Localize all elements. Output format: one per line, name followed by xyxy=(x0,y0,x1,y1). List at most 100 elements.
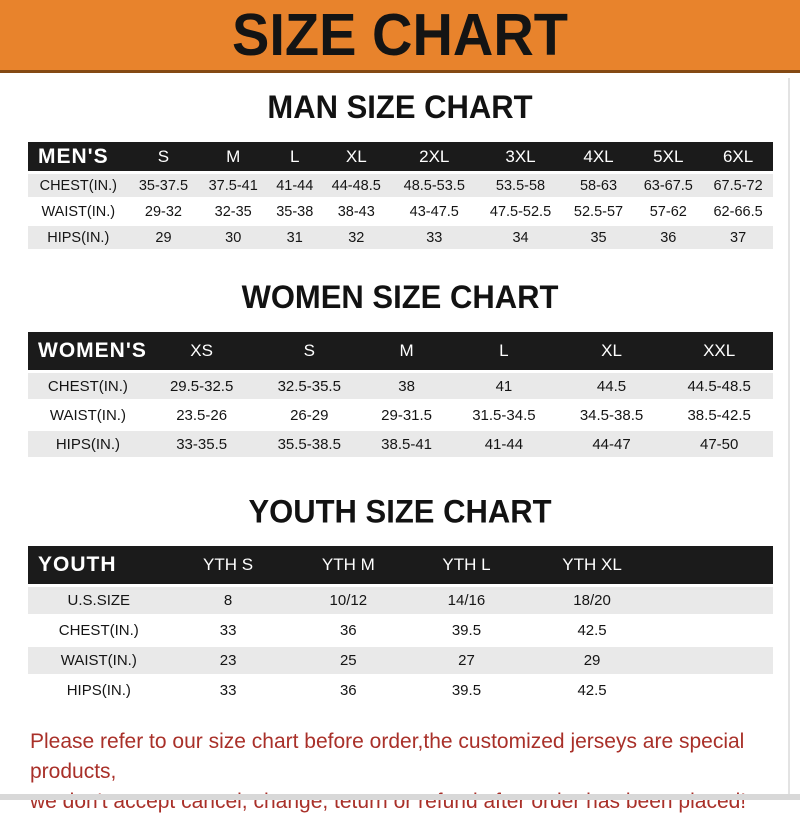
banner-title: SIZE CHART xyxy=(232,1,568,68)
disclaimer-text: Please refer to our size chart before or… xyxy=(30,727,800,817)
row-label-cell: CHEST(IN.) xyxy=(28,373,148,399)
size-column-header: YTH XL xyxy=(522,546,662,584)
size-column-header: XXL xyxy=(665,332,773,370)
value-cell: 47.5-52.5 xyxy=(489,203,552,220)
value-cell: 67.5-72 xyxy=(703,174,773,197)
value-cell: 33 xyxy=(219,682,237,699)
women-size-table: WOMEN'S XS S M L XL XXL CHEST(IN.) 29.5-32.5 32.5… xyxy=(28,329,773,460)
size-column-header: XL xyxy=(557,332,666,370)
value-cell: 44-48.5 xyxy=(321,174,392,197)
value-cell: 10/12 xyxy=(286,587,411,614)
value-cell: 44.5-48.5 xyxy=(665,373,773,399)
table-header-row: YOUTH YTH S YTH M YTH L YTH XL xyxy=(28,546,773,584)
value-cell: 41 xyxy=(450,373,558,399)
filler-cell xyxy=(661,587,773,614)
size-column-header: L xyxy=(450,332,558,370)
value-cell: 18/20 xyxy=(522,587,662,614)
row-label-cell: WAIST(IN.) xyxy=(49,406,126,424)
value-cell: 38-43 xyxy=(337,203,375,220)
table-row: WAIST(IN.) 23.5-26 26-29 29-31.5 31.5-34.5 34… xyxy=(28,402,773,428)
value-cell: 26-29 xyxy=(290,406,329,424)
value-cell: 35.5-38.5 xyxy=(255,431,364,457)
value-cell: 23.5-26 xyxy=(176,406,228,424)
table-header-row: WOMEN'S XS S M L XL XXL xyxy=(28,332,773,370)
value-cell: 29 xyxy=(128,226,199,249)
table-row: HIPS(IN.) 29 30 31 32 33 34 35 36 37 xyxy=(28,226,773,249)
table-title-cell: WOMEN'S xyxy=(28,332,148,370)
value-cell: 29-32 xyxy=(144,203,182,220)
value-cell: 29.5-32.5 xyxy=(147,373,256,399)
value-cell: 62-66.5 xyxy=(713,203,763,220)
row-label-cell: CHEST(IN.) xyxy=(28,174,129,197)
size-column-header: S xyxy=(128,142,199,171)
value-cell: 36 xyxy=(339,682,357,699)
value-cell: 29 xyxy=(522,647,662,674)
value-cell: 39.5 xyxy=(451,622,482,639)
table-row: HIPS(IN.) 33-35.5 35.5-38.5 38.5-41 41-44 44-… xyxy=(28,431,773,457)
row-label-cell: HIPS(IN.) xyxy=(66,682,131,699)
youth-size-table: YOUTH YTH S YTH M YTH L YTH XL U.S.SIZE 8 10/12… xyxy=(28,543,773,707)
row-label-cell: U.S.SIZE xyxy=(28,587,170,614)
value-cell: 47-50 xyxy=(665,431,773,457)
youth-section-title: YOUTH SIZE CHART xyxy=(248,492,552,530)
value-cell: 38 xyxy=(363,373,451,399)
value-cell: 31 xyxy=(268,226,322,249)
women-section-title: WOMEN SIZE CHART xyxy=(241,278,559,316)
value-cell: 35-38 xyxy=(276,203,314,220)
size-column-header: YTH L xyxy=(410,546,523,584)
value-cell: 52.5-57 xyxy=(573,203,624,220)
table-row: HIPS(IN.) 33 36 39.5 42.5 xyxy=(28,677,773,704)
value-cell: 35 xyxy=(563,226,634,249)
table-header-row: MEN'S S M L XL 2XL 3XL 4XL 5XL 6XL xyxy=(28,142,773,171)
value-cell: 43-47.5 xyxy=(409,203,459,220)
size-chart-banner: SIZE CHART xyxy=(0,0,800,73)
value-cell: 33-35.5 xyxy=(147,431,256,457)
size-column-header: 4XL xyxy=(563,142,634,171)
value-cell: 42.5 xyxy=(577,682,607,699)
value-cell: 38.5-42.5 xyxy=(687,406,751,424)
size-column-header: L xyxy=(268,142,322,171)
table-row: WAIST(IN.) 23 25 27 29 xyxy=(28,647,773,674)
filler-cell xyxy=(661,546,773,584)
value-cell: 29-31.5 xyxy=(381,406,433,424)
size-column-header: XS xyxy=(147,332,256,370)
size-column-header: 3XL xyxy=(477,142,564,171)
value-cell: 58-63 xyxy=(563,174,634,197)
row-label-cell: CHEST(IN.) xyxy=(58,622,139,639)
men-size-table: MEN'S S M L XL 2XL 3XL 4XL 5XL 6XL CHEST(IN.) 35-37… xyxy=(28,139,773,252)
row-label-cell: HIPS(IN.) xyxy=(28,431,148,457)
filler-cell xyxy=(661,677,773,704)
table-row: CHEST(IN.) 35-37.5 37.5-41 41-44 44-48.5 48.5… xyxy=(28,174,773,197)
value-cell: 57-62 xyxy=(649,203,687,220)
value-cell: 44.5 xyxy=(557,373,666,399)
value-cell: 39.5 xyxy=(451,682,482,699)
men-section-title: MAN SIZE CHART xyxy=(267,88,533,126)
value-cell: 32 xyxy=(321,226,392,249)
value-cell: 32.5-35.5 xyxy=(255,373,364,399)
value-cell: 23 xyxy=(169,647,287,674)
table-row: U.S.SIZE 8 10/12 14/16 18/20 xyxy=(28,587,773,614)
filler-cell xyxy=(661,617,773,644)
value-cell: 48.5-53.5 xyxy=(391,174,478,197)
size-column-header: M xyxy=(363,332,451,370)
value-cell: 37 xyxy=(703,226,773,249)
table-row: CHEST(IN.) 33 36 39.5 42.5 xyxy=(28,617,773,644)
bottom-edge-strip xyxy=(0,794,800,800)
size-column-header: YTH S xyxy=(169,546,287,584)
value-cell: 41-44 xyxy=(450,431,558,457)
row-label-cell: WAIST(IN.) xyxy=(41,203,116,220)
table-title-cell: MEN'S xyxy=(28,142,129,171)
value-cell: 36 xyxy=(339,622,357,639)
value-cell: 35-37.5 xyxy=(128,174,199,197)
value-cell: 34.5-38.5 xyxy=(579,406,644,424)
value-cell: 30 xyxy=(198,226,269,249)
row-label-cell: WAIST(IN.) xyxy=(28,647,170,674)
row-label-cell: HIPS(IN.) xyxy=(28,226,129,249)
table-row: CHEST(IN.) 29.5-32.5 32.5-35.5 38 41 44.5 44.5… xyxy=(28,373,773,399)
right-edge-line xyxy=(788,78,790,800)
size-column-header: 5XL xyxy=(633,142,704,171)
value-cell: 8 xyxy=(169,587,287,614)
value-cell: 34 xyxy=(477,226,564,249)
size-column-header: 6XL xyxy=(703,142,773,171)
value-cell: 32-35 xyxy=(214,203,252,220)
